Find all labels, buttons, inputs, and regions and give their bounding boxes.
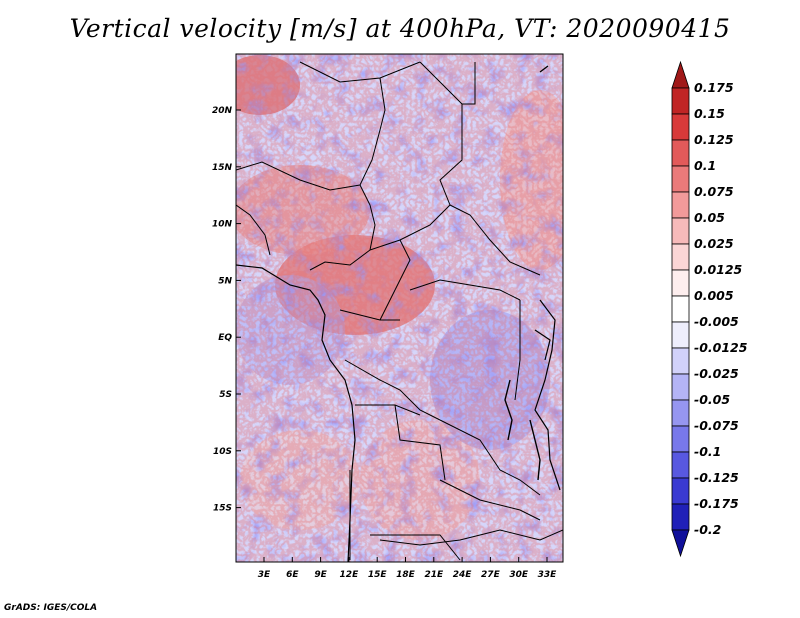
colorbar-label: 0.075: [694, 184, 734, 199]
lat-tick-label: 15S: [213, 504, 232, 514]
colorbar-label: -0.005: [694, 314, 739, 329]
colorbar-label: -0.075: [694, 418, 739, 433]
lon-tick-label: 21E: [424, 570, 444, 580]
velocity-field: [236, 54, 563, 562]
colorbar: 0.175 0.15 0.125 0.1 0.075 0.05 0.025 0.0125 0.0…: [671, 60, 748, 558]
lon-tick-label: 15E: [368, 570, 388, 580]
colorbar-label: -0.025: [694, 366, 739, 381]
lat-tick-label: 20N: [212, 106, 233, 116]
colorbar-segment: [671, 321, 690, 349]
colorbar-segment: [671, 425, 690, 453]
lon-tick-label: 12E: [340, 570, 360, 580]
lat-tick-label: 10S: [213, 447, 232, 457]
colorbar-label: -0.1: [694, 444, 721, 459]
lat-tick-label: EQ: [218, 333, 232, 343]
colorbar-label: -0.05: [694, 392, 730, 407]
lat-tick-label: 5N: [218, 276, 232, 286]
country-borders: [236, 61, 563, 562]
colorbar-label: -0.0125: [694, 340, 748, 355]
longitude-axis: 3E 6E 9E 12E 15E 18E 21E 24E 27E 30E 33E: [258, 557, 557, 580]
colorbar-segment: [671, 60, 690, 89]
colorbar-label: 0.005: [694, 288, 734, 303]
colorbar-segment: [671, 477, 690, 505]
lat-tick-label: 15N: [212, 163, 233, 173]
colorbar-label: -0.2: [694, 522, 721, 537]
colorbar-label: 0.05: [694, 210, 725, 225]
lon-tick-label: 9E: [314, 570, 327, 580]
lat-tick-label: 5S: [219, 390, 232, 400]
colorbar-label: 0.175: [694, 80, 734, 95]
colorbar-segment: [671, 269, 690, 297]
colorbar-label: 0.125: [694, 132, 734, 147]
colorbar-label: -0.125: [694, 470, 739, 485]
colorbar-segment: [671, 347, 690, 375]
colorbar-segment: [671, 399, 690, 427]
colorbar-segment: [671, 373, 690, 401]
lon-tick-label: 33E: [538, 570, 558, 580]
lon-tick-label: 30E: [509, 570, 529, 580]
lat-tick-label: 10N: [212, 220, 233, 230]
plot-frame: [235, 53, 564, 563]
colorbar-segment: [671, 139, 690, 167]
colorbar-segment: [671, 243, 690, 271]
colorbar-segment: [671, 165, 690, 193]
lon-tick-label: 24E: [453, 570, 473, 580]
latitude-axis: 20N 15N 10N 5N EQ 5S 10S 15S: [212, 106, 241, 514]
colorbar-label: -0.175: [694, 496, 739, 511]
lon-tick-label: 27E: [481, 570, 501, 580]
lon-tick-label: 6E: [286, 570, 299, 580]
colorbar-segment: [671, 503, 690, 531]
colorbar-segment: [671, 295, 690, 323]
colorbar-label: 0.1: [694, 158, 716, 173]
colorbar-label: 0.15: [694, 106, 725, 121]
colorbar-segment: [671, 191, 690, 219]
colorbar-segment: [671, 217, 690, 245]
colorbar-segment: [671, 529, 690, 558]
colorbar-label: 0.025: [694, 236, 734, 251]
colorbar-label: 0.0125: [694, 262, 743, 277]
grads-credit: GrADS: IGES/COLA: [4, 603, 98, 613]
lon-tick-label: 3E: [258, 570, 271, 580]
colorbar-segment: [671, 451, 690, 479]
lon-tick-label: 18E: [396, 570, 416, 580]
colorbar-segment: [671, 113, 690, 141]
colorbar-segment: [671, 87, 690, 115]
map-title: Vertical velocity [m/s] at 400hPa, VT: 2…: [69, 14, 731, 43]
